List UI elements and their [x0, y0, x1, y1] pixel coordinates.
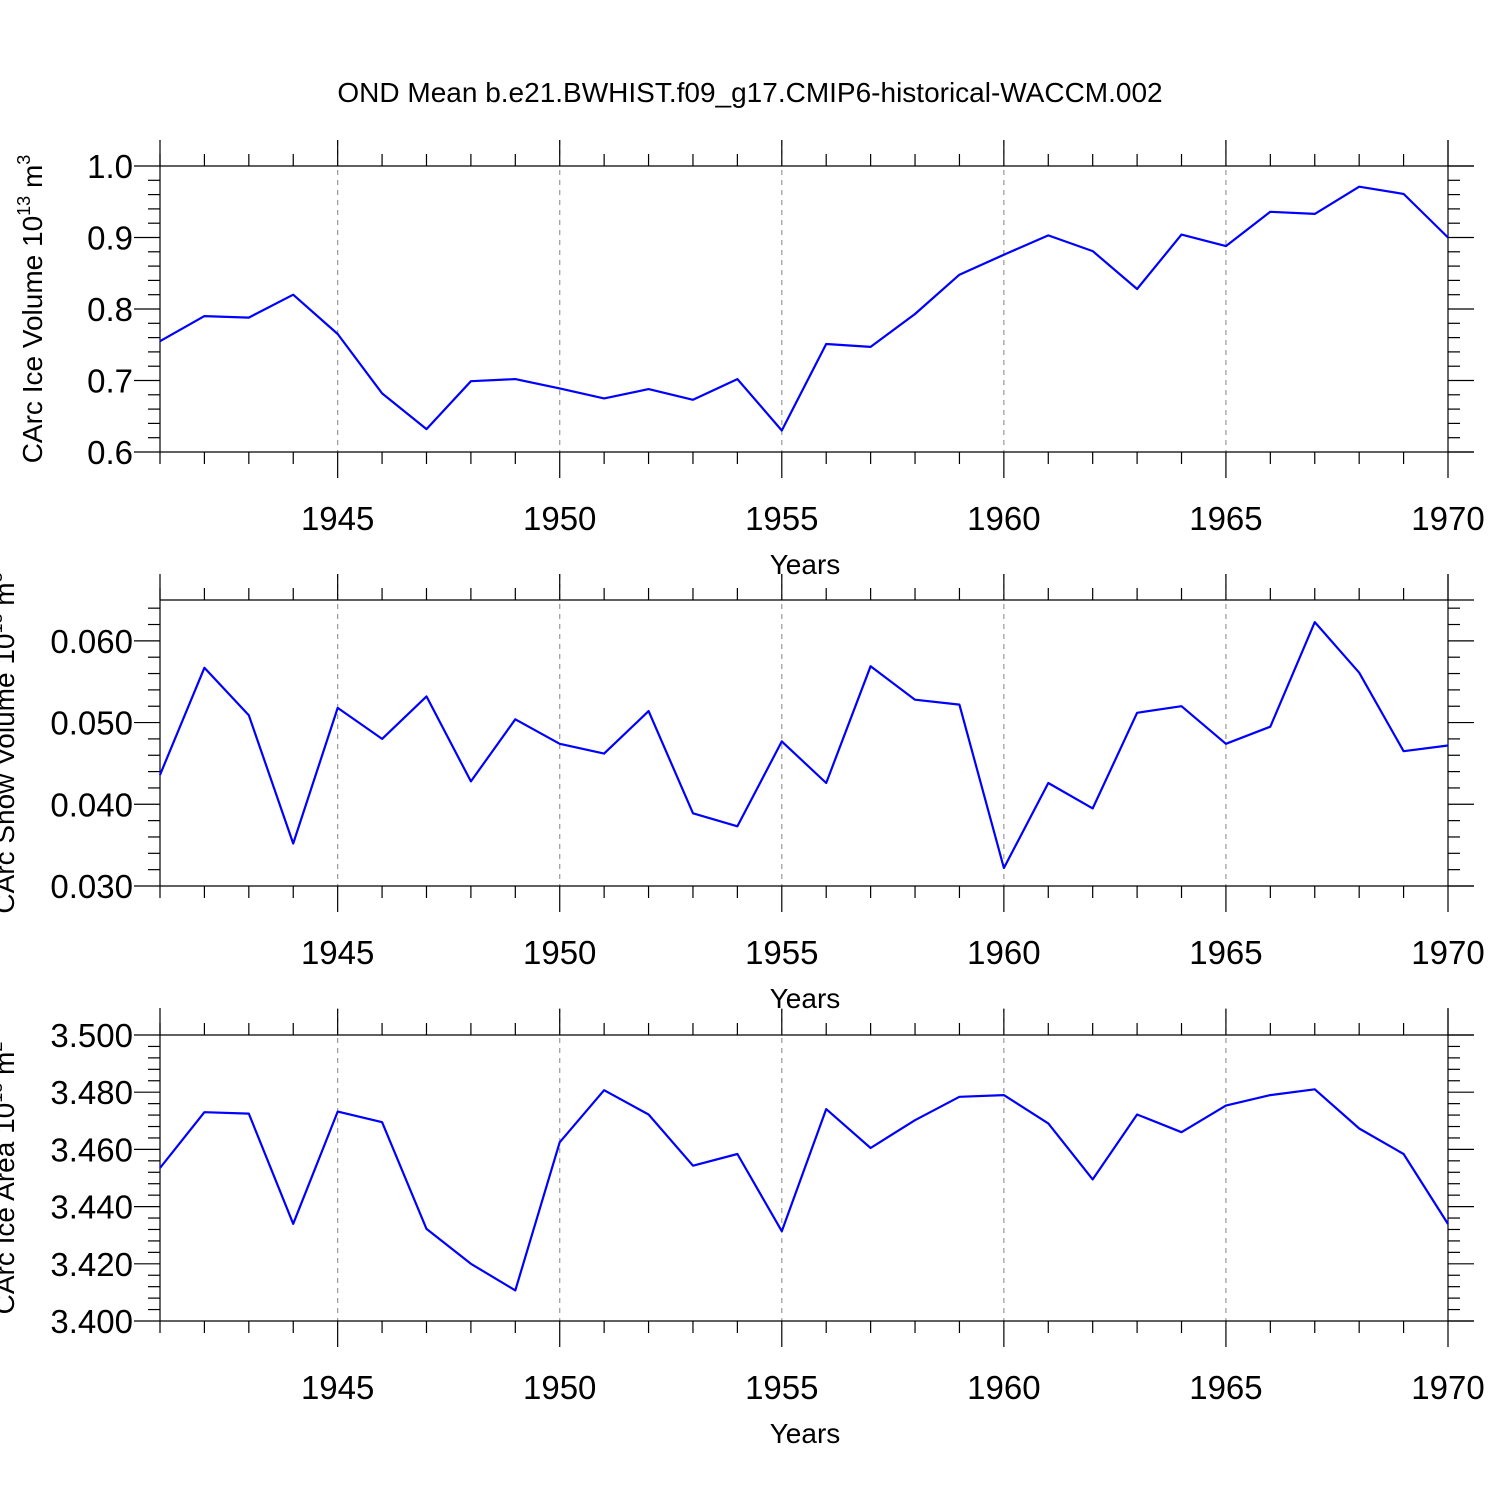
y-tick-label: 1.0 — [87, 148, 133, 185]
y-tick-label: 3.400 — [50, 1303, 133, 1340]
y-axis-label: CArc Ice Volume 1013 m3 — [14, 155, 48, 464]
x-axis-label: Years — [770, 983, 841, 1014]
y-axis-label: CArc Ice Area 1013 m2 — [0, 1042, 20, 1315]
y-tick-label: 0.060 — [50, 623, 133, 660]
y-tick-label: 0.040 — [50, 786, 133, 823]
y-tick-label: 3.500 — [50, 1017, 133, 1054]
series-line — [159, 185, 1449, 432]
y-tick-label: 3.480 — [50, 1074, 133, 1111]
x-tick-label: 1945 — [301, 1369, 374, 1406]
series-line — [159, 1088, 1449, 1292]
y-tick-label: 0.9 — [87, 220, 133, 257]
y-label-exponent: 13 — [0, 1083, 6, 1103]
x-tick-label: 1950 — [523, 1369, 596, 1406]
x-tick-label: 1950 — [523, 934, 596, 971]
x-tick-label: 1965 — [1189, 1369, 1262, 1406]
series-line — [158, 620, 1449, 870]
x-tick-label: 1960 — [967, 500, 1040, 537]
y-label-unit-exponent: 3 — [14, 155, 34, 165]
x-tick-label: 1970 — [1411, 1369, 1484, 1406]
x-tick-label: 1945 — [301, 934, 374, 971]
y-tick-label: 3.440 — [50, 1189, 133, 1226]
x-tick-label: 1965 — [1189, 500, 1262, 537]
x-tick-label: 1960 — [967, 1369, 1040, 1406]
x-tick-label: 1955 — [745, 1369, 818, 1406]
panel-volume: 1945 1950 1955 1960 1965 1970 0.6 0.7 0.8 0.9 1.0 Y… — [14, 140, 1485, 580]
panel-area: 1945 1950 1955 1960 1965 1970 3.400 3.420 3.440 3… — [0, 1008, 1485, 1449]
y-label-main: CArc Ice Volume 10 — [17, 216, 48, 463]
y-tick-label: 0.8 — [87, 291, 133, 328]
y-label-exponent: 13 — [0, 613, 6, 633]
x-tick-label: 1955 — [745, 500, 818, 537]
y-axis-label: CArc Snow Volume 1013 m3 — [0, 572, 20, 913]
x-tick-label: 1955 — [745, 934, 818, 971]
y-label-main: CArc Snow Volume 10 — [0, 634, 20, 914]
chart-title: OND Mean b.e21.BWHIST.f09_g17.CMIP6-hist… — [337, 77, 1162, 108]
y-tick-label: 0.7 — [87, 363, 133, 400]
y-label-main: CArc Ice Area 10 — [0, 1103, 20, 1315]
y-label-exponent: 13 — [14, 196, 34, 216]
y-label-unit-exponent: 2 — [0, 1042, 6, 1052]
x-tick-label: 1970 — [1411, 500, 1484, 537]
y-tick-label: 3.460 — [50, 1131, 133, 1168]
x-tick-label: 1965 — [1189, 934, 1262, 971]
y-label-unit: m — [17, 165, 48, 196]
x-tick-label: 1970 — [1411, 934, 1484, 971]
y-tick-label: 3.420 — [50, 1246, 133, 1283]
panel-snow: 1945 1950 1955 1960 1965 1970 0.030 0.040 0.050 0… — [0, 572, 1485, 1014]
y-tick-label: 0.050 — [50, 705, 133, 742]
y-tick-label: 0.6 — [87, 434, 133, 471]
x-tick-label: 1945 — [301, 500, 374, 537]
x-axis-label: Years — [770, 549, 841, 580]
y-label-unit-exponent: 3 — [0, 572, 6, 582]
x-tick-label: 1950 — [523, 500, 596, 537]
x-tick-label: 1960 — [967, 934, 1040, 971]
x-axis-label: Years — [770, 1418, 841, 1449]
y-label-unit: m — [0, 1052, 20, 1083]
y-label-unit: m — [0, 582, 20, 613]
y-tick-label: 0.030 — [50, 868, 133, 905]
